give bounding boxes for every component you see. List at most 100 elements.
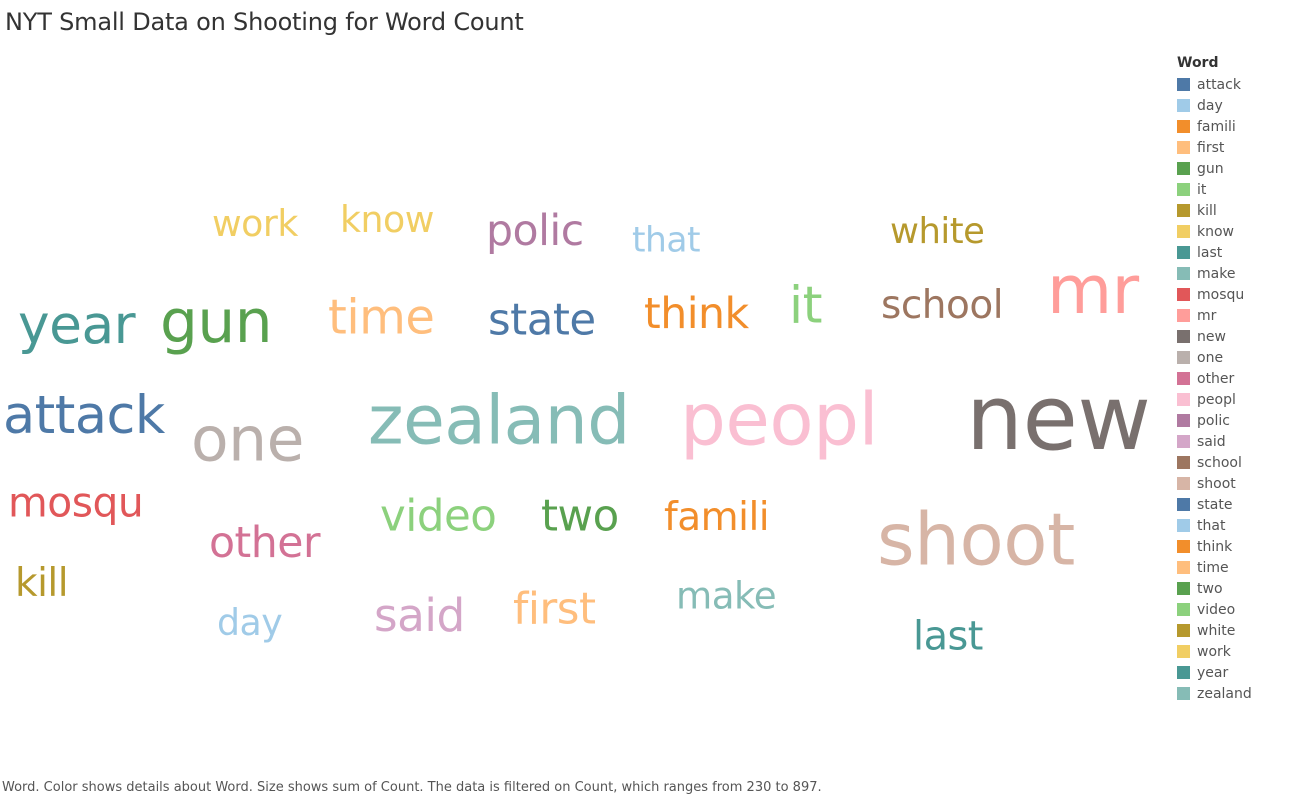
legend-swatch xyxy=(1177,414,1190,427)
legend-swatch xyxy=(1177,582,1190,595)
word-know[interactable]: know xyxy=(340,198,434,242)
chart-caption: Word. Color shows details about Word. Si… xyxy=(2,780,822,795)
word-first[interactable]: first xyxy=(513,584,596,635)
legend-label: time xyxy=(1197,559,1229,576)
word-work[interactable]: work xyxy=(212,202,298,246)
legend-swatch xyxy=(1177,645,1190,658)
word-it[interactable]: it xyxy=(789,275,822,335)
legend-label: that xyxy=(1197,517,1226,534)
legend-item-state[interactable]: state xyxy=(1177,494,1307,515)
legend-swatch xyxy=(1177,99,1190,112)
legend-swatch xyxy=(1177,561,1190,574)
legend-label: peopl xyxy=(1197,391,1236,408)
legend-item-said[interactable]: said xyxy=(1177,431,1307,452)
word-day[interactable]: day xyxy=(217,601,283,645)
legend-item-famili[interactable]: famili xyxy=(1177,116,1307,137)
legend-item-other[interactable]: other xyxy=(1177,368,1307,389)
word-shoot[interactable]: shoot xyxy=(877,498,1075,583)
legend-item-mosqu[interactable]: mosqu xyxy=(1177,284,1307,305)
legend-item-one[interactable]: one xyxy=(1177,347,1307,368)
word-time[interactable]: time xyxy=(328,289,435,346)
word-attack[interactable]: attack xyxy=(3,384,165,446)
legend-item-mr[interactable]: mr xyxy=(1177,305,1307,326)
legend-item-two[interactable]: two xyxy=(1177,578,1307,599)
legend-label: shoot xyxy=(1197,475,1236,492)
word-white[interactable]: white xyxy=(890,210,985,252)
legend-item-school[interactable]: school xyxy=(1177,452,1307,473)
word-video[interactable]: video xyxy=(380,491,497,542)
legend-swatch xyxy=(1177,687,1190,700)
legend-swatch xyxy=(1177,267,1190,280)
legend-label: year xyxy=(1197,664,1229,681)
word-mosqu[interactable]: mosqu xyxy=(8,478,144,527)
word-two[interactable]: two xyxy=(541,491,619,542)
legend-label: it xyxy=(1197,181,1207,198)
legend-swatch xyxy=(1177,456,1190,469)
legend-label: day xyxy=(1197,97,1223,114)
legend-label: make xyxy=(1197,265,1236,282)
legend-swatch xyxy=(1177,141,1190,154)
legend-item-think[interactable]: think xyxy=(1177,536,1307,557)
legend-item-year[interactable]: year xyxy=(1177,662,1307,683)
word-that[interactable]: that xyxy=(632,220,701,261)
legend-item-zealand[interactable]: zealand xyxy=(1177,683,1307,704)
legend-label: famili xyxy=(1197,118,1236,135)
word-new[interactable]: new xyxy=(966,366,1151,472)
legend-label: first xyxy=(1197,139,1225,156)
legend-item-polic[interactable]: polic xyxy=(1177,410,1307,431)
legend-item-first[interactable]: first xyxy=(1177,137,1307,158)
legend-label: work xyxy=(1197,643,1231,660)
legend-swatch xyxy=(1177,330,1190,343)
word-think[interactable]: think xyxy=(644,289,749,340)
legend-item-kill[interactable]: kill xyxy=(1177,200,1307,221)
word-gun[interactable]: gun xyxy=(160,288,273,358)
legend-item-it[interactable]: it xyxy=(1177,179,1307,200)
legend-swatch xyxy=(1177,78,1190,91)
word-school[interactable]: school xyxy=(881,283,1004,329)
legend-item-new[interactable]: new xyxy=(1177,326,1307,347)
word-kill[interactable]: kill xyxy=(15,561,69,607)
legend-label: other xyxy=(1197,370,1235,387)
legend-item-last[interactable]: last xyxy=(1177,242,1307,263)
legend-swatch xyxy=(1177,225,1190,238)
word-last[interactable]: last xyxy=(913,613,983,660)
legend-item-gun[interactable]: gun xyxy=(1177,158,1307,179)
legend-label: mosqu xyxy=(1197,286,1245,303)
legend-item-time[interactable]: time xyxy=(1177,557,1307,578)
word-year[interactable]: year xyxy=(18,293,136,357)
legend-item-attack[interactable]: attack xyxy=(1177,74,1307,95)
legend-swatch xyxy=(1177,519,1190,532)
legend-item-peopl[interactable]: peopl xyxy=(1177,389,1307,410)
legend-label: think xyxy=(1197,538,1233,555)
word-state[interactable]: state xyxy=(488,295,596,346)
legend-item-know[interactable]: know xyxy=(1177,221,1307,242)
legend-swatch xyxy=(1177,477,1190,490)
word-famili[interactable]: famili xyxy=(664,495,770,541)
legend-item-video[interactable]: video xyxy=(1177,599,1307,620)
legend-swatch xyxy=(1177,309,1190,322)
word-peopl[interactable]: peopl xyxy=(680,378,879,463)
legend-label: new xyxy=(1197,328,1226,345)
word-polic[interactable]: polic xyxy=(486,206,584,257)
word-make[interactable]: make xyxy=(676,573,777,618)
legend-swatch xyxy=(1177,666,1190,679)
legend-item-make[interactable]: make xyxy=(1177,263,1307,284)
word-zealand[interactable]: zealand xyxy=(368,380,630,460)
legend-label: mr xyxy=(1197,307,1217,324)
legend-label: state xyxy=(1197,496,1233,513)
legend-item-day[interactable]: day xyxy=(1177,95,1307,116)
legend-label: know xyxy=(1197,223,1234,240)
legend-title: Word xyxy=(1177,55,1219,71)
legend-item-that[interactable]: that xyxy=(1177,515,1307,536)
legend-swatch xyxy=(1177,351,1190,364)
word-said[interactable]: said xyxy=(374,588,465,642)
word-one[interactable]: one xyxy=(191,403,304,476)
legend-item-work[interactable]: work xyxy=(1177,641,1307,662)
word-other[interactable]: other xyxy=(209,518,320,569)
legend-swatch xyxy=(1177,204,1190,217)
legend-item-shoot[interactable]: shoot xyxy=(1177,473,1307,494)
legend-item-white[interactable]: white xyxy=(1177,620,1307,641)
legend-swatch xyxy=(1177,624,1190,637)
word-mr[interactable]: mr xyxy=(1047,251,1139,330)
legend-swatch xyxy=(1177,246,1190,259)
